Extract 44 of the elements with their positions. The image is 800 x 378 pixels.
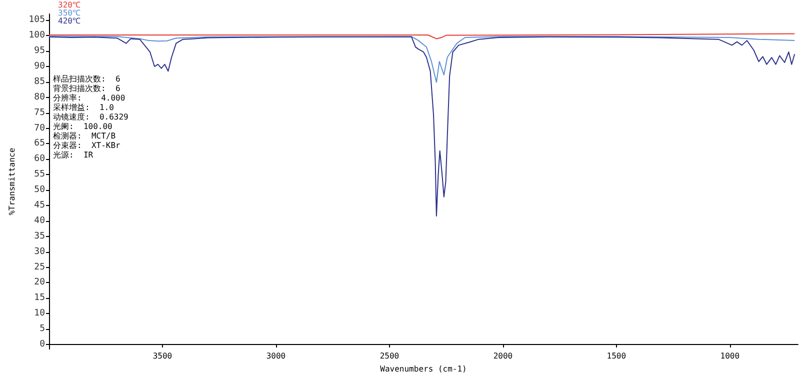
annotation: 检测器: MCT/B <box>53 131 116 140</box>
annotation: 背景扫描次数: 6 <box>53 84 120 93</box>
y-tick-label: 60 <box>34 154 45 164</box>
y-tick-label: 10 <box>34 308 45 319</box>
y-tick-label: 100 <box>28 30 45 41</box>
y-tick-label: 15 <box>34 293 45 304</box>
y-tick-label: 0 <box>40 339 45 350</box>
x-tick-label: 2000 <box>493 352 513 361</box>
annotation: 光源: IR <box>53 150 94 160</box>
y-tick-label: 80 <box>34 92 45 102</box>
x-axis-title: Wavenumbers (cm-1) <box>380 364 467 374</box>
y-tick-label: 90 <box>34 62 45 72</box>
y-tick-label: 45 <box>34 200 45 210</box>
y-tick-label: 25 <box>34 262 45 272</box>
y-tick-label: 65 <box>34 138 45 149</box>
annotation: 样品扫描次数: 6 <box>53 74 120 84</box>
annotation: 光阑: 100.00 <box>53 122 113 131</box>
y-tick-label: 40 <box>34 216 45 226</box>
annotation: 分辨率: 4.000 <box>53 93 126 102</box>
annotation: 分束器: XT-KBr <box>53 140 121 150</box>
x-tick-label: 3500 <box>152 352 172 361</box>
y-tick-label: 55 <box>34 170 45 180</box>
annotation: 采样增益: 1.0 <box>53 102 114 112</box>
y-tick-label: 20 <box>34 278 45 288</box>
text: 350℃ <box>58 8 80 18</box>
line-series <box>48 36 796 216</box>
y-axis-title: %Transmittance <box>8 148 16 216</box>
x-tick-label: 2500 <box>380 352 400 361</box>
line-series <box>48 36 796 83</box>
x-tick-label: 1500 <box>606 352 626 361</box>
y-tick-label: 105 <box>28 15 45 26</box>
x-tick-label: 1000 <box>720 352 740 361</box>
y-tick-label: 30 <box>34 246 45 257</box>
y-tick-label: 85 <box>34 76 45 87</box>
y-tick-label: 35 <box>34 231 45 242</box>
annotation: 动镜速度: 0.6329 <box>53 112 129 122</box>
y-tick-label: 5 <box>40 324 45 334</box>
y-tick-label: 75 <box>34 108 45 118</box>
text: 320℃ <box>58 0 80 10</box>
y-tick-label: 50 <box>34 185 45 196</box>
series-label: 420℃ <box>58 16 80 26</box>
y-tick-label: 95 <box>34 46 45 56</box>
y-tick-label: 70 <box>34 123 45 134</box>
x-tick-label: 3000 <box>266 352 286 361</box>
